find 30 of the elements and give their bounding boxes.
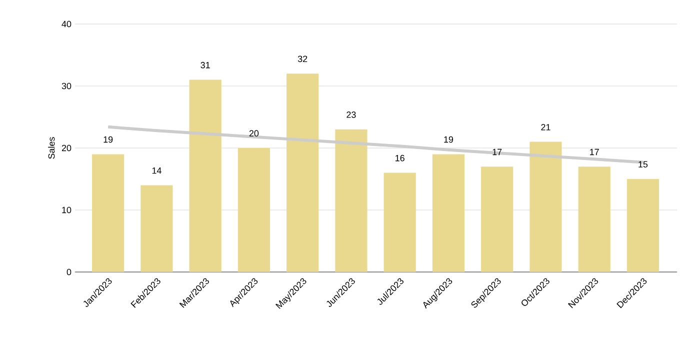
data-label: 20: [249, 130, 259, 136]
bar: [432, 154, 465, 272]
data-label: 23: [346, 112, 356, 118]
data-label: 14: [152, 168, 162, 174]
y-axis-title: Sales: [48, 137, 55, 159]
y-tick-label: 0: [66, 268, 72, 276]
bar: [140, 185, 173, 272]
bar: [578, 166, 610, 272]
data-label: 15: [638, 161, 648, 168]
data-label: 19: [104, 136, 113, 143]
data-label: 31: [200, 62, 210, 68]
bar: [384, 172, 416, 272]
y-tick-label: 40: [62, 20, 72, 28]
data-label: 32: [298, 56, 308, 62]
data-label: 21: [541, 124, 550, 130]
bar: [335, 129, 368, 272]
bar: [189, 80, 222, 272]
bar: [481, 166, 514, 272]
bar: [238, 148, 270, 272]
data-label: 19: [444, 136, 454, 143]
bar: [626, 179, 660, 272]
y-tick-label: 10: [62, 206, 72, 214]
bar: [530, 142, 562, 272]
data-label: 17: [590, 148, 599, 156]
bar: [286, 74, 319, 272]
data-label: 16: [396, 154, 404, 162]
data-label: 17: [492, 148, 502, 156]
bar: [92, 154, 124, 272]
y-tick-label: 30: [62, 82, 72, 90]
y-tick-label: 20: [62, 144, 72, 152]
